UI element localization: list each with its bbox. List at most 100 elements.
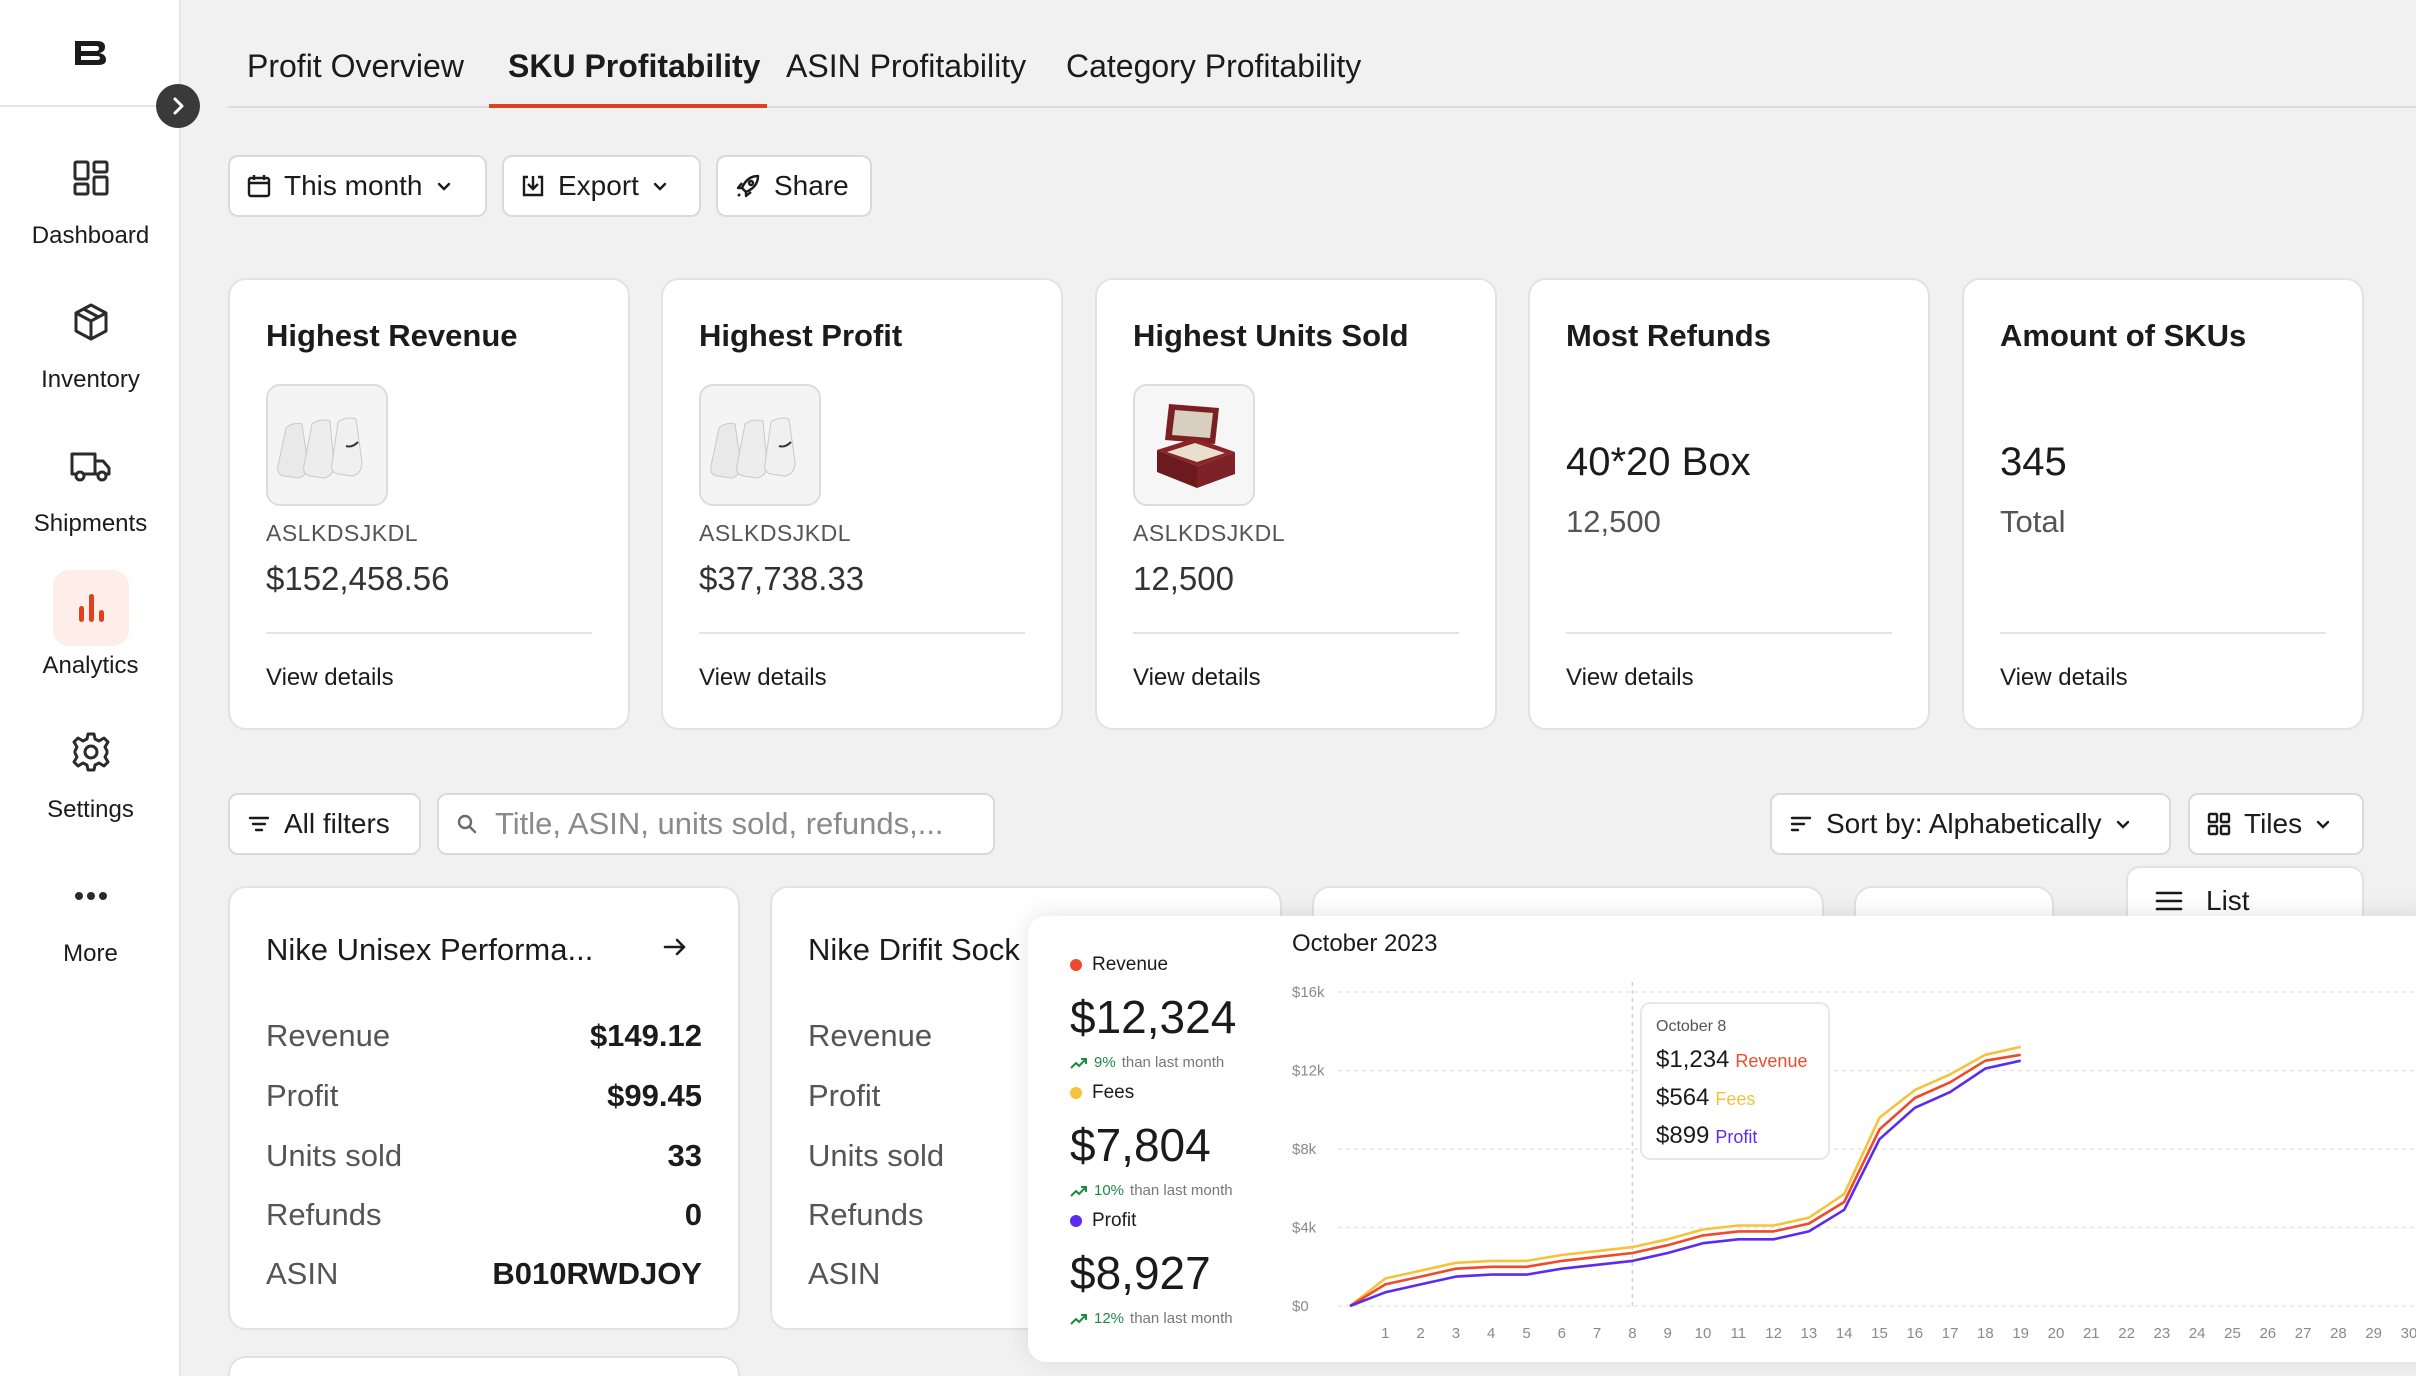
tooltip-fees: $564 Fees [1656,1084,1814,1112]
x-tick-label: 30 [2401,1325,2416,1342]
x-tick-label: 28 [2330,1325,2347,1342]
tab-sku-profitability[interactable]: SKU Profitability [508,48,761,84]
chart-popup: Revenue $12,324 9% than last month Fees … [1028,916,2416,1362]
share-button[interactable]: Share [716,155,872,217]
metric-name: Fees [1092,1082,1135,1103]
summary-card-highest-profit: Highest Profit ASLKDSJKDL $37,738.33 Vie… [661,278,1063,730]
sort-dropdown[interactable]: Sort by: Alphabetically [1770,793,2171,855]
card-divider [266,632,592,634]
card-value: 12,500 [1133,560,1234,597]
filter-icon [248,816,270,832]
x-tick-label: 24 [2189,1325,2206,1342]
export-button[interactable]: Export [502,155,701,217]
search-input[interactable] [495,806,975,842]
metric-change-pct: 9% [1094,1054,1116,1071]
card-value: $37,738.33 [699,560,865,597]
chart-tooltip: October 8 $1,234 Revenue $564 Fees $899 … [1640,1002,1830,1160]
tooltip-label: Revenue [1735,1051,1808,1071]
product-row-revenue: Revenue $149.12 [266,1018,702,1054]
date-range-dropdown[interactable]: This month [228,155,487,217]
sidebar-item-inventory[interactable]: Inventory [0,284,181,404]
active-tab-indicator [489,104,767,108]
app-logo[interactable] [0,0,181,107]
sidebar-item-shipments[interactable]: Shipments [0,428,181,548]
row-label: Profit [808,1078,881,1113]
y-tick-label: $12k [1292,1063,1325,1080]
all-filters-button[interactable]: All filters [228,793,421,855]
box-icon [53,284,129,360]
summary-card-highest-revenue: Highest Revenue ASLKDSJKDL $152,458.56 V… [228,278,630,730]
product-thumbnail [699,384,821,506]
row-label: Revenue [808,1018,933,1053]
chevron-right-icon [173,97,184,115]
view-details-link[interactable]: View details [699,664,827,691]
card-sku: ASLKDSJKDL [266,520,419,546]
card-title: Highest Units Sold [1133,318,1409,353]
sidebar-item-analytics[interactable]: Analytics [0,570,181,690]
tooltip-profit: $899 Profit [1656,1122,1814,1150]
chevron-down-icon [437,182,450,191]
sidebar-item-more[interactable]: More [0,858,181,978]
product-row-refunds: Refunds [808,1197,1244,1233]
tooltip-value: $1,234 [1656,1046,1730,1073]
x-tick-label: 20 [2048,1325,2065,1342]
view-details-link[interactable]: View details [1566,664,1694,691]
series-line-revenue [1349,1053,2021,1308]
metric-change: 12% than last month [1070,1310,1233,1327]
socks-image [701,386,819,504]
tab-asin-profitability[interactable]: ASIN Profitability [786,48,1027,84]
x-tick-label: 29 [2365,1325,2382,1342]
x-tick-label: 3 [1452,1325,1460,1342]
view-details-link[interactable]: View details [1133,664,1261,691]
trend-up-icon [1070,1185,1087,1197]
tooltip-date: October 8 [1656,1018,1727,1035]
tiles-icon [2207,812,2231,836]
gear-icon [53,714,129,790]
x-tick-label: 23 [2154,1325,2171,1342]
card-divider [1566,632,1892,634]
sidebar-item-settings[interactable]: Settings [0,714,181,834]
sidebar-item-dashboard[interactable]: Dashboard [0,140,181,260]
metric-change-pct: 12% [1094,1310,1125,1327]
row-value: $99.45 [607,1078,702,1113]
tab-bar: Profit Overview SKU Profitability ASIN P… [228,0,2416,108]
x-tick-label: 27 [2295,1325,2312,1342]
product-card[interactable] [228,1356,740,1376]
x-tick-label: 13 [1801,1325,1818,1342]
card-title: Highest Revenue [266,318,518,353]
tooltip-label: Profit [1715,1127,1758,1147]
x-tick-label: 14 [1836,1325,1853,1342]
tab-profit-overview[interactable]: Profit Overview [247,48,464,84]
product-row-asin: ASIN [808,1256,1244,1292]
x-tick-label: 22 [2118,1325,2135,1342]
product-title: Nike Drifit Sock [808,932,1020,967]
tooltip-value: $564 [1656,1084,1710,1111]
y-tick-label: $8k [1292,1141,1317,1158]
view-details-link[interactable]: View details [266,664,394,691]
row-label: Refunds [808,1197,924,1232]
x-tick-label: 8 [1628,1325,1636,1342]
legend-dot [1070,959,1082,971]
x-tick-label: 26 [2259,1325,2276,1342]
sidebar-collapse-button[interactable] [156,84,200,128]
view-mode-dropdown[interactable]: Tiles [2188,793,2364,855]
x-tick-label: 12 [1765,1325,1782,1342]
x-tick-label: 2 [1416,1325,1424,1342]
metric-change: 9% than last month [1070,1054,1236,1071]
sidebar-item-label: Analytics [42,652,139,679]
card-sku: ASLKDSJKDL [699,520,852,546]
view-details-link[interactable]: View details [2000,664,2128,691]
product-card[interactable]: Nike Unisex Performa... Revenue $149.12 … [228,886,740,1330]
x-tick-label: 18 [1977,1325,1994,1342]
share-label: Share [774,170,849,201]
arrow-right-icon[interactable] [662,932,688,966]
tab-category-profitability[interactable]: Category Profitability [1066,48,1362,84]
x-tick-label: 9 [1664,1325,1672,1342]
metric-revenue: Revenue $12,324 9% than last month [1070,954,1236,1071]
card-divider [1133,632,1459,634]
search-field[interactable] [437,793,995,855]
metric-change-pct: 10% [1094,1182,1125,1199]
card-title: Amount of SKUs [2000,318,2247,353]
all-filters-label: All filters [284,808,390,839]
